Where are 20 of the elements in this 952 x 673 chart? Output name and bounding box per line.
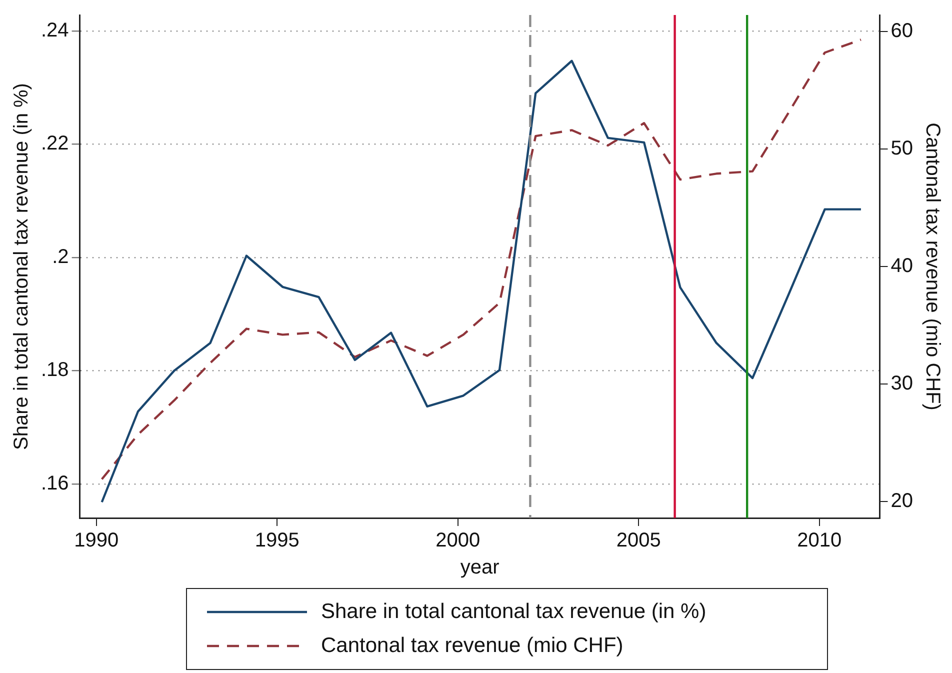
y-tick-label: .22 <box>40 132 69 155</box>
y2-tick-label: 20 <box>890 490 914 512</box>
y2-tick-label: 50 <box>890 137 914 160</box>
legend-label: Cantonal tax revenue (mio CHF) <box>321 634 624 658</box>
x-tick-label: 1995 <box>254 530 300 552</box>
x-tick-label: 2005 <box>616 530 661 552</box>
y-tick-label: .24 <box>40 19 69 42</box>
y2-axis-title: Cantonal tax revenue (mio CHF) <box>921 122 944 410</box>
x-tick-label: 2000 <box>436 530 480 552</box>
x-tick-label: 2010 <box>797 530 842 552</box>
y-tick-label: .18 <box>40 359 69 382</box>
y2-tick-label: 60 <box>890 20 914 42</box>
x-axis-title: year <box>460 556 500 579</box>
y-tick-label: .2 <box>52 246 69 268</box>
x-tick-label: 1990 <box>74 530 119 552</box>
y2-tick-label: 40 <box>890 255 914 278</box>
y2-tick-label: 30 <box>890 372 914 395</box>
legend-label: Share in total cantonal tax revenue (in %) <box>321 600 706 624</box>
y-tick-label: .16 <box>40 472 69 495</box>
y-axis-title: Share in total cantonal tax revenue (in %) <box>10 83 33 450</box>
